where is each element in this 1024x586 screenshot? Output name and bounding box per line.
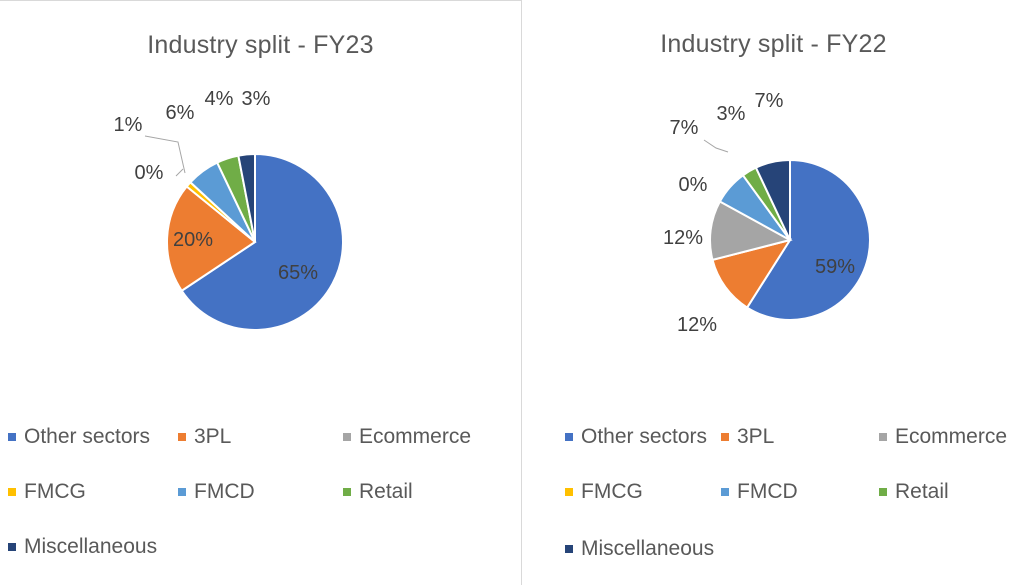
legend-label: FMCD	[737, 480, 798, 503]
data-label: 1%	[114, 114, 143, 136]
legend-label: Ecommerce	[895, 425, 1008, 448]
data-label: 65%	[278, 262, 318, 284]
legend-item: Other sectors	[8, 425, 150, 449]
chart-fy23: Industry split - FY23 65% 20% 0% 1% 6% 4% 3% O…	[0, 0, 522, 585]
pie-chart-fy23: 65% 20% 0% 1% 6% 4% 3%	[114, 88, 344, 331]
pie-slice-3pl	[166, 185, 257, 293]
legend-label: Retail	[359, 480, 413, 503]
legend-item: FMCG	[565, 480, 643, 504]
data-label: 7%	[755, 90, 784, 112]
legend-swatch	[721, 433, 729, 441]
legend-item: FMCD	[721, 480, 798, 504]
legend-swatch	[8, 433, 16, 441]
legend-item: 3PL	[721, 425, 774, 449]
legend-item: Ecommerce	[343, 425, 471, 449]
legend-swatch	[565, 545, 573, 553]
legend-item: Ecommerce	[879, 425, 1007, 449]
legend-item: FMCD	[178, 480, 255, 504]
legend-item: Miscellaneous	[565, 537, 714, 561]
legend-label: Ecommerce	[359, 425, 472, 448]
legend-swatch	[343, 488, 351, 496]
legend-swatch	[879, 488, 887, 496]
legend-swatch	[8, 488, 16, 496]
legend-item: Miscellaneous	[8, 535, 157, 559]
pie-slice-ecommerce	[709, 200, 793, 262]
legend-label: 3PL	[737, 425, 775, 448]
legend-label: 3PL	[194, 425, 232, 448]
legend-item: Retail	[343, 480, 413, 504]
legend-swatch	[178, 433, 186, 441]
legend-label: Other sectors	[24, 425, 151, 448]
pie-slice-other-sectors	[745, 158, 871, 321]
chart-title: Industry split - FY23	[147, 31, 374, 59]
legend-item: Retail	[879, 480, 949, 504]
leader-line	[175, 168, 184, 177]
legend-swatch	[721, 488, 729, 496]
data-label: 12%	[663, 227, 703, 249]
data-label: 20%	[173, 229, 213, 251]
pie-slice-miscellaneous	[237, 152, 256, 243]
legend-swatch	[879, 433, 887, 441]
legend-swatch	[343, 433, 351, 441]
legend-item: 3PL	[178, 425, 231, 449]
legend-label: Miscellaneous	[581, 537, 715, 560]
data-label: 12%	[677, 314, 717, 336]
leader-line	[144, 135, 186, 174]
chart-title: Industry split - FY22	[660, 30, 887, 58]
data-label: 3%	[717, 103, 746, 125]
pie-slice-miscellaneous	[754, 158, 791, 241]
legend-label: FMCG	[581, 480, 643, 503]
leader-line	[703, 139, 729, 153]
data-label: 0%	[135, 162, 164, 184]
legend-label: Other sectors	[581, 425, 708, 448]
pie-slice-3pl	[711, 238, 793, 309]
legend-swatch	[565, 433, 573, 441]
legend-label: Miscellaneous	[24, 535, 158, 558]
pie-slice-other-sectors	[180, 152, 344, 331]
pie-chart-fy22: 59% 12% 12% 0% 7% 3% 7%	[663, 90, 871, 336]
chart-fy22: Industry split - FY22 59% 12% 12% 0% 7% 3% 7% …	[523, 0, 1024, 585]
data-label: 4%	[205, 88, 234, 110]
legend-item: FMCG	[8, 480, 86, 504]
legend-label: Retail	[895, 480, 949, 503]
legend-label: FMCD	[194, 480, 255, 503]
data-label: 7%	[670, 117, 699, 139]
legend-item: Other sectors	[565, 425, 707, 449]
legend-swatch	[178, 488, 186, 496]
data-label: 0%	[679, 174, 708, 196]
data-label: 59%	[815, 256, 855, 278]
legend-swatch	[8, 543, 16, 551]
data-label: 3%	[242, 88, 271, 110]
legend-label: FMCG	[24, 480, 86, 503]
legend-swatch	[565, 488, 573, 496]
data-label: 6%	[166, 102, 195, 124]
